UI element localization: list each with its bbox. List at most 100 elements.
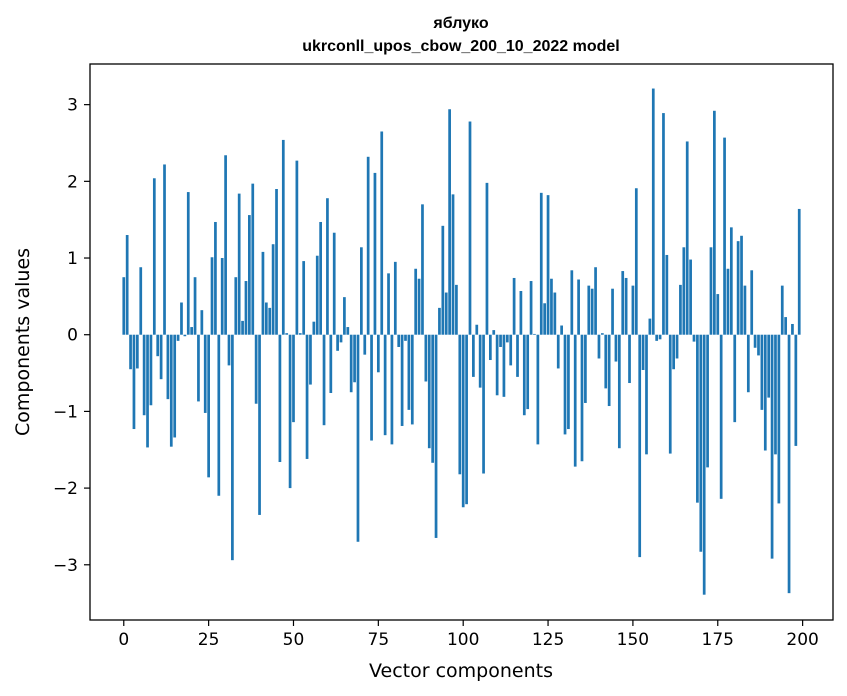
bar-136 xyxy=(584,334,587,403)
bar-103 xyxy=(472,334,475,377)
bar-116 xyxy=(516,334,519,377)
bar-30 xyxy=(224,155,227,335)
bar-163 xyxy=(675,334,679,359)
bar-87 xyxy=(417,278,421,335)
bar-133 xyxy=(573,334,577,467)
bar-168 xyxy=(692,334,696,342)
bar-108 xyxy=(488,334,492,361)
bar-45 xyxy=(275,189,278,335)
bar-187 xyxy=(757,334,760,356)
bar-167 xyxy=(689,259,692,335)
chart-title-line1: яблуко xyxy=(432,15,488,32)
bar-14 xyxy=(169,334,173,447)
bar-146 xyxy=(617,334,621,449)
bar-12 xyxy=(163,164,166,335)
bar-144 xyxy=(611,288,614,335)
bar-72 xyxy=(366,156,370,335)
bar-111 xyxy=(499,334,502,347)
bar-174 xyxy=(713,110,716,335)
bar-126 xyxy=(550,278,553,335)
bar-185 xyxy=(750,270,754,335)
bar-148 xyxy=(624,277,628,335)
bar-88 xyxy=(421,204,424,335)
x-tick-label: 175 xyxy=(702,630,734,650)
bar-112 xyxy=(502,334,506,397)
x-tick-label: 50 xyxy=(283,630,305,650)
bar-76 xyxy=(380,131,384,335)
bar-181 xyxy=(736,241,740,335)
bar-34 xyxy=(237,193,241,335)
bar-170 xyxy=(699,334,703,552)
bar-173 xyxy=(709,247,713,335)
bar-165 xyxy=(682,247,686,335)
bar-149 xyxy=(628,334,631,384)
x-tick-label: 75 xyxy=(368,630,390,650)
bar-62 xyxy=(332,232,336,335)
bar-17 xyxy=(180,302,183,335)
bar-176 xyxy=(719,334,723,499)
bar-35 xyxy=(241,320,244,335)
bar-110 xyxy=(495,334,499,396)
bar-3 xyxy=(132,334,136,430)
bar-171 xyxy=(702,334,706,595)
bar-157 xyxy=(655,334,659,341)
bar-48 xyxy=(285,333,289,335)
bar-186 xyxy=(753,334,757,348)
bar-179 xyxy=(729,227,733,335)
bar-19 xyxy=(186,192,190,335)
bar-152 xyxy=(638,334,642,558)
bar-124 xyxy=(543,303,547,335)
bar-78 xyxy=(387,273,390,335)
bar-160 xyxy=(665,254,669,335)
bar-80 xyxy=(393,261,397,335)
y-tick-label: −3 xyxy=(53,556,78,576)
bar-28 xyxy=(217,334,221,496)
bar-9 xyxy=(152,178,156,335)
bar-118 xyxy=(522,334,526,416)
bar-21 xyxy=(193,277,197,335)
bar-57 xyxy=(315,255,319,335)
bar-125 xyxy=(546,195,550,335)
bar-1 xyxy=(125,235,129,335)
bar-59 xyxy=(322,334,326,426)
bar-18 xyxy=(183,334,187,337)
bar-131 xyxy=(567,334,570,430)
y-tick-label: −2 xyxy=(53,479,78,499)
bar-154 xyxy=(645,334,648,455)
y-tick-label: 1 xyxy=(67,249,78,269)
bar-41 xyxy=(261,251,265,335)
bar-63 xyxy=(336,334,339,351)
bar-29 xyxy=(220,258,224,335)
bar-52 xyxy=(298,333,302,335)
bar-155 xyxy=(648,318,652,335)
bar-69 xyxy=(356,334,360,542)
bar-56 xyxy=(312,321,316,335)
bar-20 xyxy=(190,327,194,335)
bars-group xyxy=(122,88,801,595)
bar-142 xyxy=(604,334,608,389)
bar-175 xyxy=(716,294,720,335)
y-axis-ticks: −3 −2 −1 0 1 2 3 xyxy=(53,96,90,576)
bar-40 xyxy=(258,334,261,515)
bar-190 xyxy=(767,334,771,398)
bar-164 xyxy=(679,284,682,335)
bar-39 xyxy=(254,334,258,404)
bar-134 xyxy=(577,279,580,335)
bar-74 xyxy=(373,172,377,335)
bar-177 xyxy=(723,137,726,335)
bar-64 xyxy=(339,334,343,343)
x-axis-label: Vector components xyxy=(369,660,553,682)
plot-frame xyxy=(89,63,834,621)
bar-5 xyxy=(139,267,143,335)
bar-117 xyxy=(519,291,523,335)
bar-139 xyxy=(594,267,597,335)
bar-195 xyxy=(784,317,788,335)
bar-180 xyxy=(733,334,737,423)
bar-38 xyxy=(251,183,255,335)
bar-191 xyxy=(770,334,774,559)
bar-140 xyxy=(597,334,601,359)
bar-4 xyxy=(135,334,139,369)
chart-title-line2: ukrconll_upos_cbow_200_10_2022 model xyxy=(302,38,619,55)
bar-101 xyxy=(465,334,468,505)
